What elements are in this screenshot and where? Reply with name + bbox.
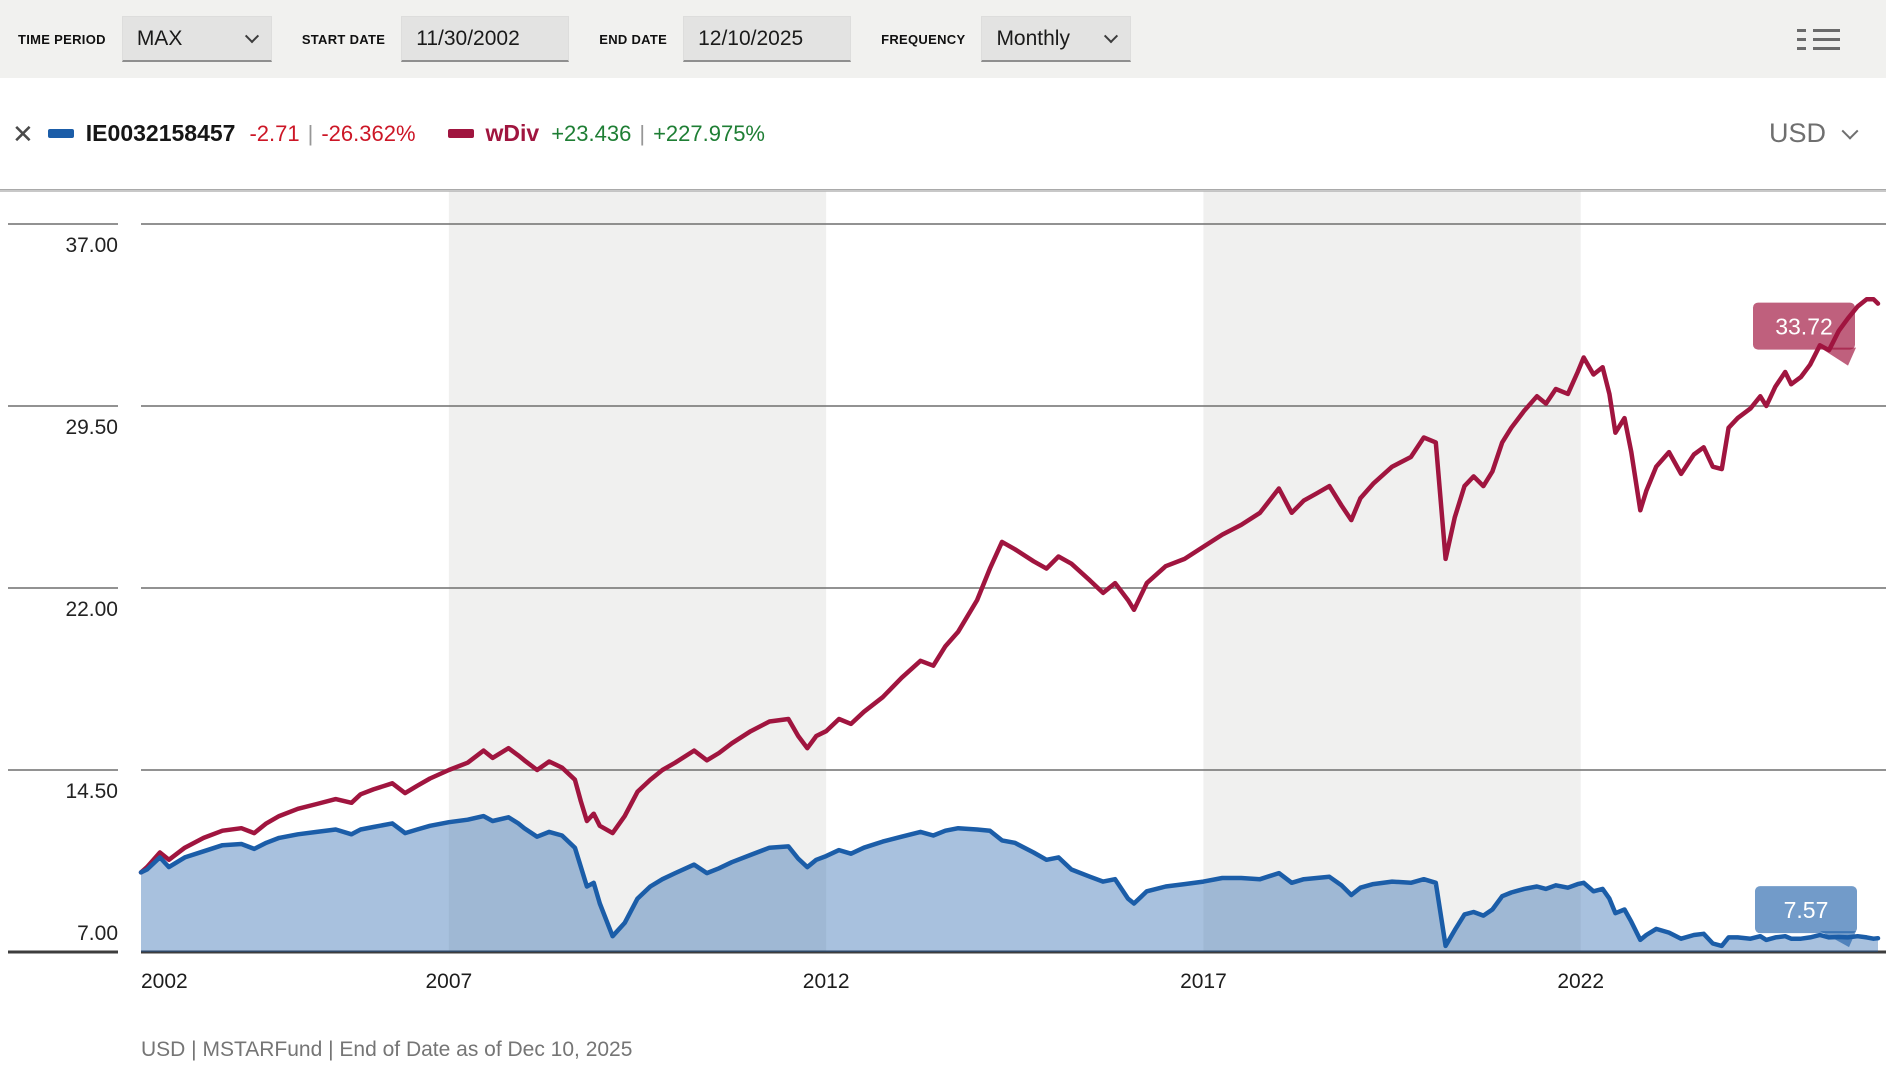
close-icon[interactable]: ✕ [12, 118, 34, 149]
footer-source-note: USD | MSTARFund | End of Date as of Dec … [141, 1038, 633, 1061]
series1-change: -2.71 [249, 120, 300, 146]
chart-area: 37.00 29.50 22.00 14.50 7.00 2002 2007 2012 2017… [0, 190, 1886, 1012]
start-date-input[interactable]: 11/30/2002 [401, 16, 570, 62]
value-badge-label: 33.72 [1775, 314, 1833, 340]
end-date-input[interactable]: 12/10/2025 [683, 16, 852, 62]
background-band [448, 191, 827, 952]
x-axis-label: 2022 [1557, 970, 1604, 993]
x-axis-label: 2017 [1180, 970, 1227, 993]
chevron-down-icon [244, 28, 259, 43]
time-period-label: TIME PERIOD [18, 31, 106, 47]
start-date-label: START DATE [301, 31, 386, 47]
series1-name: IE0032158457 [85, 120, 236, 146]
time-period-dropdown[interactable]: MAX [121, 16, 272, 62]
legend-row: ✕ IE0032158457 -2.71 | -26.362% wDiv +23… [0, 78, 1886, 190]
currency-value: USD [1768, 118, 1826, 148]
list-view-icon[interactable] [1797, 28, 1840, 50]
price-chart[interactable]: 37.00 29.50 22.00 14.50 7.00 2002 2007 2012 2017… [0, 190, 1886, 1012]
chevron-down-icon [1104, 28, 1119, 43]
series1-pct: -26.362% [321, 120, 416, 146]
value-badge-fund [1755, 886, 1857, 934]
chevron-down-icon [1841, 122, 1859, 140]
series1-color-swatch [47, 129, 74, 138]
fund-line [138, 813, 1881, 949]
toolbar: TIME PERIOD MAX START DATE 11/30/2002 EN… [0, 0, 1886, 78]
y-axis-label: 7.00 [77, 922, 118, 945]
y-axis-label: 14.50 [65, 780, 118, 803]
badge-pointer [1820, 347, 1856, 366]
background-band [1203, 191, 1581, 952]
frequency-dropdown[interactable]: Monthly [981, 16, 1132, 62]
y-axis-label: 29.50 [65, 416, 118, 439]
x-axis-label: 2002 [141, 970, 188, 993]
x-axis-label: 2012 [803, 970, 850, 993]
end-date-label: END DATE [599, 31, 668, 47]
wdiv-line [138, 296, 1881, 875]
y-axis-label: 37.00 [65, 234, 118, 257]
value-badge-label: 7.57 [1784, 897, 1829, 923]
value-badge-wdiv [1753, 302, 1855, 350]
fund-area-fill [141, 816, 1878, 952]
separator: | [639, 120, 646, 146]
series2-name: wDiv [485, 120, 540, 146]
series2-pct: +227.975% [653, 120, 765, 146]
currency-dropdown[interactable]: USD [1768, 118, 1859, 149]
series2-change: +23.436 [551, 120, 632, 146]
x-axis-label: 2007 [426, 970, 473, 993]
badge-pointer [1820, 931, 1856, 948]
separator: | [307, 120, 314, 146]
frequency-label: FREQUENCY [881, 31, 966, 47]
series2-color-swatch [447, 129, 474, 138]
frequency-value: Monthly [996, 26, 1070, 50]
y-axis-label: 22.00 [65, 598, 118, 621]
time-period-value: MAX [136, 26, 183, 50]
end-date-value: 12/10/2025 [698, 26, 804, 50]
start-date-value: 11/30/2002 [416, 26, 520, 50]
